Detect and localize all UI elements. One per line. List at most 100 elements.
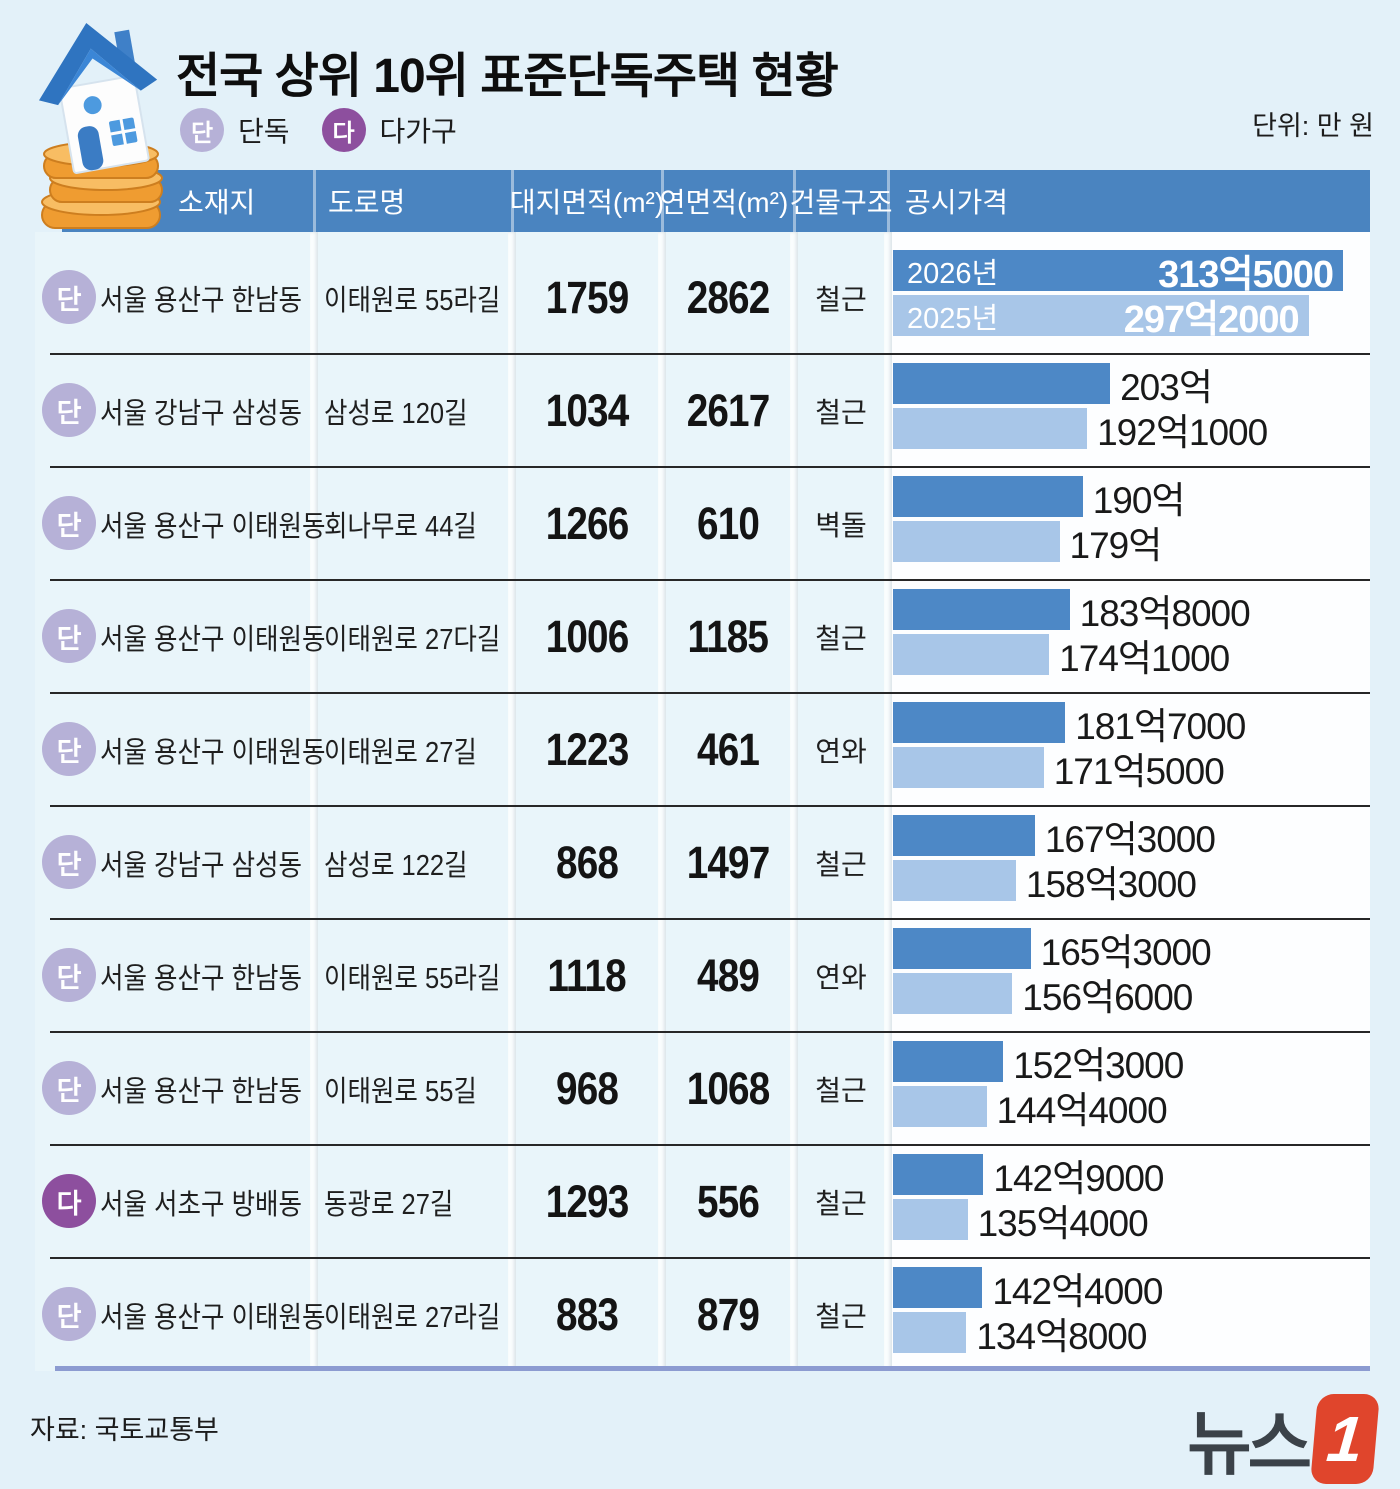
cell-road-name: 이태원로 55길	[324, 1075, 477, 1108]
bar-line-2025: 156억6000	[893, 973, 1370, 1018]
bar-line-2025: 2025년 297억2000	[893, 295, 1370, 341]
row-separator	[50, 579, 1370, 581]
bar-2025	[893, 1199, 968, 1240]
cell-land-area: 1118	[547, 949, 627, 1001]
bar-2025: 2025년 297억2000	[893, 295, 1309, 341]
bar-2025	[893, 634, 1050, 675]
header-separator	[887, 170, 890, 232]
cell-location: 서울 용산구 이태원동	[100, 623, 326, 656]
bar-2026: 2026년 313억5000	[893, 250, 1343, 296]
cell-land-area: 883	[555, 1288, 619, 1340]
bar-2026	[893, 1267, 983, 1308]
header-separator	[793, 170, 796, 232]
bar-line-2026: 203억	[893, 363, 1370, 408]
price-bars: 190억 179억	[893, 476, 1370, 566]
table-row: 단 서울 용산구 이태원동 이태원로 27길 1223 461 연와 181억7…	[0, 693, 1400, 806]
bar-line-2026: 181억7000	[893, 702, 1370, 747]
cell-structure: 연와	[815, 735, 867, 767]
cell-floor-area: 556	[696, 1175, 760, 1227]
row-separator	[50, 1257, 1370, 1259]
cell-road-name: 회나무로 44길	[324, 510, 477, 543]
cell-structure: 철근	[815, 396, 867, 428]
type-badge: 단	[42, 496, 96, 550]
bar-line-2026: 183억8000	[893, 589, 1370, 634]
price-bars: 167억3000 158억3000	[893, 815, 1370, 905]
cell-structure: 철근	[815, 848, 867, 880]
table-row: 단 서울 용산구 한남동 이태원로 55라길 1759 2862 철근 2026…	[0, 241, 1400, 354]
bar-line-2026: 2026년 313억5000	[893, 250, 1370, 296]
bar-2026	[893, 702, 1066, 743]
cell-location: 서울 용산구 한남동	[100, 284, 303, 317]
cell-location: 서울 용산구 이태원동	[100, 1301, 326, 1334]
cell-floor-area: 2862	[686, 271, 771, 323]
bar-2026	[893, 1041, 1004, 1082]
type-badge: 단	[42, 835, 96, 889]
cell-land-area: 968	[555, 1062, 619, 1114]
type-badge: 단	[42, 1287, 96, 1341]
bar-year-label-2025: 2025년	[907, 302, 999, 335]
cell-land-area: 1759	[545, 271, 630, 323]
bar-2026	[893, 363, 1111, 404]
bottom-accent-line	[55, 1366, 1370, 1371]
bar-line-2026: 190억	[893, 476, 1370, 521]
cell-structure: 철근	[815, 283, 867, 315]
price-bars: 203억 192억1000	[893, 363, 1370, 453]
cell-floor-area: 1185	[687, 610, 769, 662]
cell-location: 서울 용산구 이태원동	[100, 736, 326, 769]
table-row: 단 서울 강남구 삼성동 삼성로 122길 868 1497 철근 167억30…	[0, 806, 1400, 919]
cell-floor-area: 1497	[686, 836, 771, 888]
type-badge: 단	[42, 609, 96, 663]
legend-label-dandok: 단독	[238, 116, 290, 147]
bar-value-label-2026: 142억4000	[992, 1270, 1163, 1312]
bar-value-label-2026: 142억9000	[993, 1157, 1164, 1199]
cell-structure: 연와	[815, 961, 867, 993]
cell-structure: 철근	[815, 622, 867, 654]
cell-road-name: 이태원로 27길	[324, 736, 477, 769]
table-row: 단 서울 용산구 한남동 이태원로 55길 968 1068 철근 152억30…	[0, 1032, 1400, 1145]
news1-logo-badge: 1	[1310, 1393, 1380, 1484]
price-bars: 181억7000 171억5000	[893, 702, 1370, 792]
news1-logo-text: 뉴스	[1187, 1405, 1312, 1483]
table-row: 단 서울 용산구 이태원동 이태원로 27라길 883 879 철근 142억4…	[0, 1258, 1400, 1371]
cell-floor-area: 610	[696, 497, 760, 549]
bar-line-2025: 144억4000	[893, 1086, 1370, 1131]
legend: 단 단독 다 다가구	[180, 108, 475, 152]
cell-floor-area: 461	[696, 723, 760, 775]
bar-value-inside-2025: 297억2000	[1123, 299, 1300, 341]
row-separator	[50, 1031, 1370, 1033]
price-bars: 2026년 313억5000 2025년 297억2000	[893, 250, 1370, 341]
cell-structure: 벽돌	[815, 509, 867, 541]
cell-floor-area: 879	[696, 1288, 760, 1340]
row-separator	[50, 692, 1370, 694]
column-panel-land-area	[516, 232, 658, 1371]
bar-2025	[893, 1086, 987, 1127]
bar-value-label-2025: 144억4000	[996, 1089, 1168, 1131]
column-gutter	[884, 232, 892, 1371]
price-bars: 142억4000 134억8000	[893, 1267, 1370, 1357]
price-bars: 152억3000 144억4000	[893, 1041, 1370, 1131]
header-price: 공시가격	[905, 187, 1009, 218]
bar-value-label-2026: 152억3000	[1013, 1044, 1184, 1086]
type-badge: 단	[42, 948, 96, 1002]
bar-line-2025: 192억1000	[893, 408, 1370, 453]
cell-land-area: 1293	[545, 1175, 630, 1227]
bar-value-label-2025: 179억	[1069, 524, 1163, 566]
bar-2026	[893, 476, 1083, 517]
column-gutter	[310, 232, 318, 1371]
cell-floor-area: 489	[696, 949, 760, 1001]
cell-road-name: 이태원로 55라길	[324, 962, 501, 995]
column-gutter	[790, 232, 798, 1371]
type-badge: 단	[42, 383, 96, 437]
cell-land-area: 1266	[545, 497, 630, 549]
header-separator	[661, 170, 664, 232]
table-row: 단 서울 용산구 이태원동 회나무로 44길 1266 610 벽돌 190억 …	[0, 467, 1400, 580]
bar-value-label-2026: 190억	[1092, 479, 1186, 521]
column-panel-structure	[798, 232, 884, 1371]
table-row: 단 서울 용산구 한남동 이태원로 55라길 1118 489 연와 165억3…	[0, 919, 1400, 1032]
header-structure: 건물구조	[789, 187, 893, 218]
bar-2026	[893, 589, 1070, 630]
header-separator	[313, 170, 316, 232]
cell-road-name: 이태원로 27라길	[324, 1301, 501, 1334]
bar-value-label-2025: 134억8000	[976, 1315, 1147, 1357]
header-road: 도로명	[328, 187, 406, 218]
